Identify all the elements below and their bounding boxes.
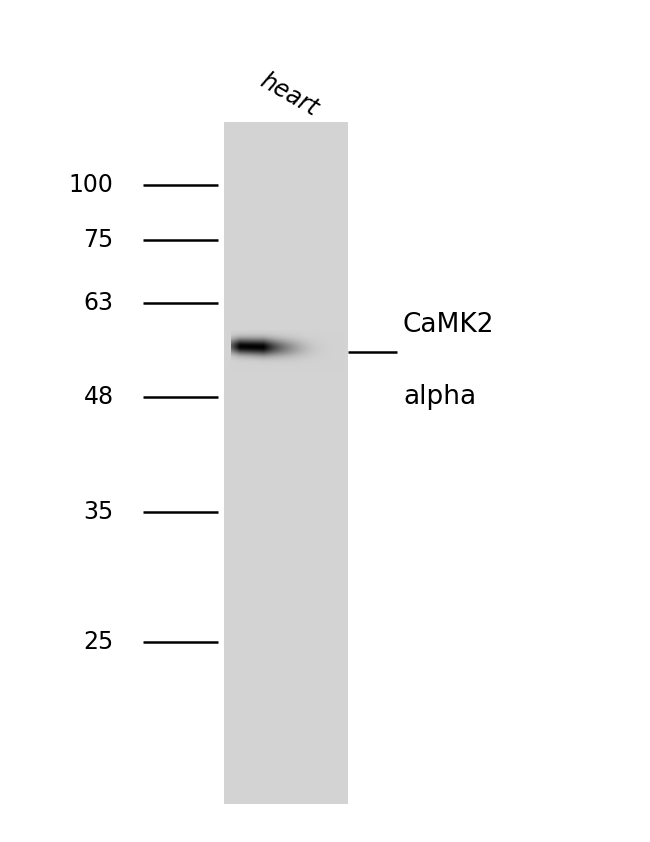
Bar xyxy=(224,122,348,804)
Text: 25: 25 xyxy=(83,630,114,653)
Text: 100: 100 xyxy=(69,173,114,197)
Text: 35: 35 xyxy=(83,500,114,524)
Text: 63: 63 xyxy=(84,291,114,315)
Text: alpha: alpha xyxy=(403,384,476,410)
Text: CaMK2: CaMK2 xyxy=(403,312,495,338)
Text: 75: 75 xyxy=(83,228,114,252)
Text: 48: 48 xyxy=(84,386,114,409)
Text: heart: heart xyxy=(255,69,322,121)
